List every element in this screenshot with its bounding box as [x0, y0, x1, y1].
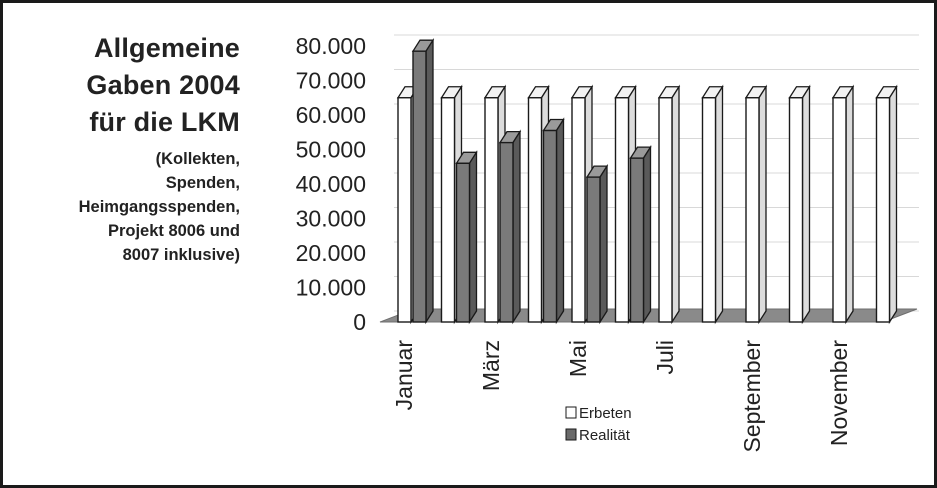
chart-subtitle-line: Projekt 8006 und — [107, 222, 240, 240]
x-tick-label: Januar — [391, 340, 417, 411]
x-tick-label: Juli — [652, 340, 678, 375]
bar-erbeten — [397, 97, 412, 323]
chart-subtitle-line: Spenden, — [165, 174, 240, 192]
chart-title-line: für die LKM — [89, 107, 240, 137]
y-tick-label: 10.000 — [296, 275, 366, 301]
bar-erbeten-side — [801, 84, 811, 325]
x-tick-label: September — [739, 340, 765, 453]
bar-erbeten — [527, 97, 543, 323]
bar-realitaet-side — [468, 150, 478, 325]
bar-erbeten — [658, 97, 673, 323]
legend-label-erbeten: Erbeten — [579, 405, 632, 422]
chart-subtitle-line: Heimgangsspenden, — [78, 198, 240, 216]
bar-erbeten — [788, 97, 804, 323]
bar-erbeten-side — [758, 84, 767, 325]
bar-erbeten — [875, 97, 891, 323]
bar-realitaet — [542, 129, 558, 323]
bar-erbeten — [701, 97, 717, 323]
bar-erbeten-side — [714, 84, 724, 325]
bar-realitaet — [455, 162, 471, 323]
bar-erbeten — [484, 97, 499, 323]
y-tick-label: 80.000 — [296, 33, 366, 59]
y-tick-label: 70.000 — [296, 68, 366, 94]
bar-realitaet-side — [425, 37, 434, 325]
y-tick-label: 50.000 — [296, 137, 366, 163]
y-tick-label: 20.000 — [296, 240, 366, 266]
bar-realitaet — [629, 157, 645, 323]
bar-realitaet-side — [642, 144, 652, 325]
legend-swatch-realitaet — [565, 428, 577, 441]
bar-erbeten-side — [845, 84, 854, 325]
chart-subtitle-line: 8007 inklusive) — [122, 246, 240, 264]
bar-erbeten — [440, 97, 456, 323]
bar-erbeten — [614, 97, 630, 323]
y-tick-label: 30.000 — [296, 206, 366, 232]
bar-erbeten-side — [888, 84, 898, 325]
x-tick-label: Mai — [565, 340, 591, 377]
chart-title-line: Allgemeine — [93, 33, 240, 63]
legend-label-realitaet: Realität — [579, 427, 631, 444]
y-tick-label: 0 — [353, 309, 366, 335]
legend-swatch-erbeten — [565, 406, 577, 419]
bar-realitaet — [412, 50, 427, 323]
bar-realitaet — [499, 141, 514, 323]
chart-subtitle-line: (Kollekten, — [155, 150, 240, 168]
bar-realitaet-side — [599, 163, 608, 325]
chart-title-line: Gaben 2004 — [86, 70, 240, 100]
bar-erbeten — [571, 97, 586, 323]
x-tick-label: März — [478, 340, 504, 391]
bar-erbeten-side — [671, 84, 680, 325]
bar-erbeten — [832, 97, 847, 323]
y-tick-label: 60.000 — [296, 102, 366, 128]
x-tick-label: November — [826, 340, 852, 446]
bar-realitaet-side — [555, 117, 565, 325]
bar-realitaet-side — [512, 129, 521, 325]
bar-realitaet — [586, 176, 601, 323]
bar-erbeten — [745, 97, 760, 323]
y-tick-label: 40.000 — [296, 171, 366, 197]
chart-title-block: Allgemeine Gaben 2004 für die LKM (Kolle… — [8, 30, 240, 267]
